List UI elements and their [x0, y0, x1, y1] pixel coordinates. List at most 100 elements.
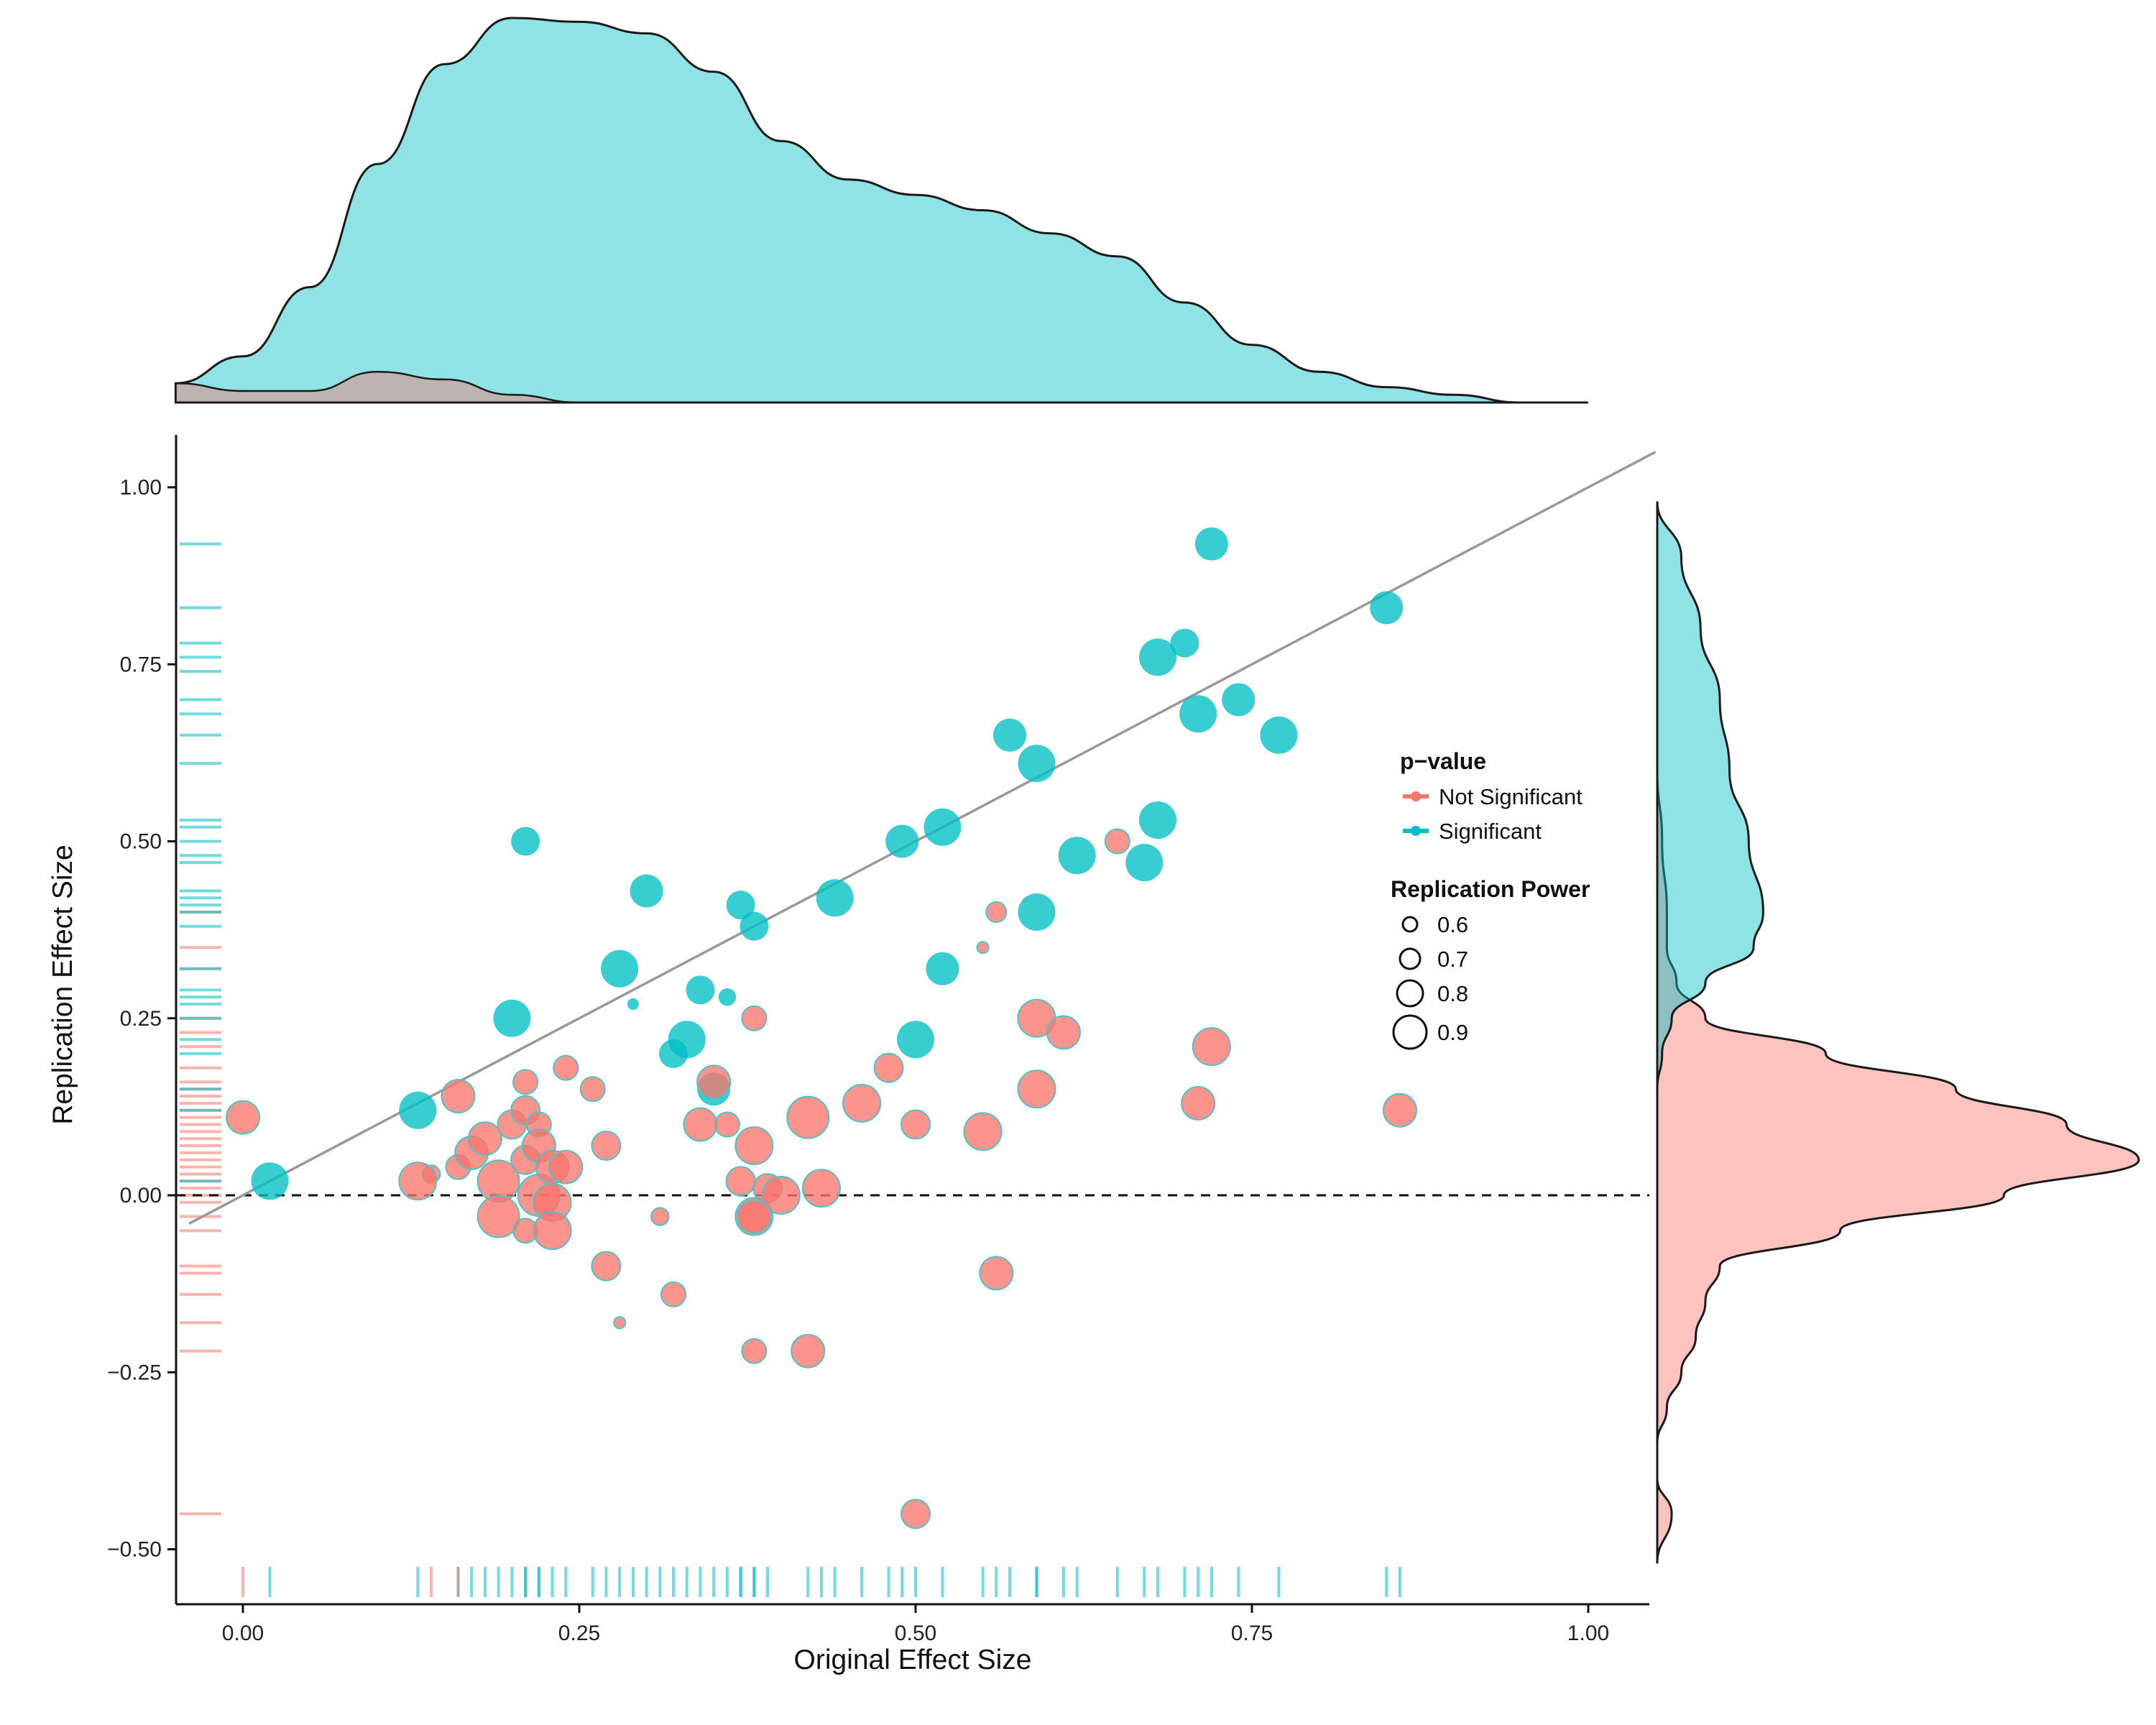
- point-not-significant-10: [512, 1069, 539, 1095]
- axes: 0.00 0.25 0.50 0.75 1.00 −0.50 −0.25 0.00 0.25 0.…: [107, 435, 1649, 1645]
- point-significant-8: [1018, 745, 1056, 783]
- point-not-significant-8: [476, 1195, 520, 1238]
- right-density-not-significant: [1656, 501, 2140, 1564]
- point-significant-14: [816, 879, 854, 917]
- point-not-significant-40: [791, 1333, 826, 1368]
- legend-key-dot-significant: [1411, 826, 1421, 836]
- point-significant-17: [726, 891, 755, 920]
- legend-size-label-0-8: 0.8: [1437, 981, 1468, 1006]
- y-tick-label-5: 0.75: [120, 653, 162, 676]
- legend-label-significant: Significant: [1439, 819, 1542, 844]
- point-not-significant-39: [786, 1095, 830, 1139]
- point-significant-3: [1138, 638, 1176, 676]
- right-density-panel: [1656, 501, 2140, 1564]
- point-not-significant-52: [1046, 1015, 1081, 1050]
- x-tick-label-2: 0.50: [895, 1622, 936, 1645]
- legend-size-circle-0-6: [1401, 916, 1419, 933]
- point-significant-22: [686, 975, 715, 1005]
- point-significant-31: [251, 1162, 289, 1200]
- legend-size-entry-0-9: 0.9: [1392, 1014, 1468, 1050]
- point-not-significant-47: [976, 941, 990, 954]
- point-not-significant-51: [1017, 1070, 1056, 1109]
- point-not-significant-29: [696, 1064, 732, 1100]
- y-axis-title: Replication Effect Size: [47, 845, 78, 1125]
- point-significant-4: [1222, 683, 1256, 717]
- point-not-significant-18: [533, 1211, 572, 1251]
- y-tick-label-4: 0.50: [120, 830, 162, 854]
- point-not-significant-48: [985, 901, 1008, 923]
- point-not-significant-53: [1104, 828, 1130, 855]
- point-significant-5: [1179, 695, 1217, 733]
- point-significant-18: [740, 911, 769, 941]
- legend-size-entry-0-6: 0.6: [1401, 912, 1468, 937]
- point-significant-15: [511, 827, 540, 856]
- point-not-significant-55: [1192, 1027, 1231, 1067]
- legend-size-circle-0-7: [1399, 947, 1422, 970]
- legend: p−value Not Significant Significant Repl…: [1391, 748, 1590, 1050]
- point-significant-11: [1138, 801, 1176, 839]
- y-tick-label-6: 1.00: [120, 476, 162, 500]
- identity-reference-line: [188, 451, 1657, 1225]
- legend-size-entry-0-8: 0.8: [1396, 979, 1468, 1008]
- point-not-significant-54: [1181, 1085, 1216, 1121]
- point-not-significant-35: [741, 1005, 768, 1031]
- legend-size-circle-0-8: [1396, 979, 1424, 1008]
- point-significant-10: [885, 824, 919, 858]
- point-not-significant-24: [591, 1251, 622, 1282]
- point-not-significant-1: [441, 1079, 476, 1114]
- point-not-significant-44: [900, 1109, 931, 1140]
- x-tick-label-3: 0.75: [1231, 1622, 1273, 1645]
- top-density-significant: [174, 17, 1588, 404]
- point-not-significant-42: [842, 1083, 882, 1123]
- point-not-significant-33: [737, 1199, 772, 1234]
- point-significant-13: [1125, 844, 1164, 882]
- point-not-significant-45: [900, 1499, 931, 1530]
- y-tick-label-2: 0.00: [120, 1184, 162, 1208]
- point-significant-2: [1170, 628, 1199, 658]
- point-not-significant-28: [683, 1107, 718, 1142]
- point-not-significant-30: [714, 1111, 740, 1138]
- legend-size-label-0-6: 0.6: [1437, 912, 1468, 937]
- point-significant-19: [1018, 893, 1056, 931]
- legend-label-not-significant: Not Significant: [1439, 784, 1583, 809]
- point-significant-23: [718, 988, 737, 1006]
- legend-size-circle-0-9: [1392, 1014, 1428, 1050]
- point-not-significant-26: [650, 1207, 670, 1226]
- legend-key-dot-not-significant: [1411, 791, 1421, 801]
- point-significant-6: [1260, 716, 1298, 754]
- point-not-significant-0: [226, 1100, 260, 1135]
- point-significant-30: [399, 1091, 437, 1129]
- x-tick-label-4: 1.00: [1567, 1622, 1609, 1645]
- point-significant-28: [897, 1021, 934, 1059]
- point-not-significant-56: [1382, 1092, 1417, 1128]
- rug-marks: [180, 542, 1401, 1597]
- point-not-significant-36: [741, 1338, 768, 1364]
- point-significant-20: [601, 949, 639, 988]
- point-not-significant-41: [801, 1169, 841, 1208]
- point-significant-24: [627, 998, 639, 1011]
- legend-size-label-0-9: 0.9: [1437, 1020, 1468, 1045]
- legend-entry-not-significant: Not Significant: [1403, 784, 1583, 809]
- data-points: [226, 527, 1417, 1530]
- legend-entry-significant: Significant: [1403, 819, 1542, 844]
- point-not-significant-31: [725, 1166, 756, 1197]
- point-significant-21: [926, 952, 959, 985]
- point-significant-1: [1370, 591, 1404, 625]
- point-not-significant-20: [548, 1149, 584, 1184]
- point-not-significant-23: [591, 1131, 622, 1162]
- x-tick-label-1: 0.25: [558, 1622, 600, 1645]
- point-not-significant-21: [553, 1054, 579, 1081]
- y-tick-label-1: −0.25: [107, 1361, 162, 1384]
- point-significant-7: [993, 718, 1027, 752]
- legend-size-entry-0-7: 0.7: [1399, 947, 1468, 972]
- x-axis-title: Original Effect Size: [794, 1644, 1032, 1675]
- point-significant-9: [923, 808, 962, 846]
- point-not-significant-38: [761, 1176, 801, 1215]
- legend-size-label-0-7: 0.7: [1437, 947, 1468, 972]
- x-tick-label-0: 0.00: [222, 1622, 264, 1645]
- point-not-significant-3: [398, 1162, 438, 1201]
- point-not-significant-22: [579, 1076, 606, 1103]
- point-not-significant-27: [660, 1281, 687, 1307]
- point-not-significant-43: [873, 1052, 904, 1083]
